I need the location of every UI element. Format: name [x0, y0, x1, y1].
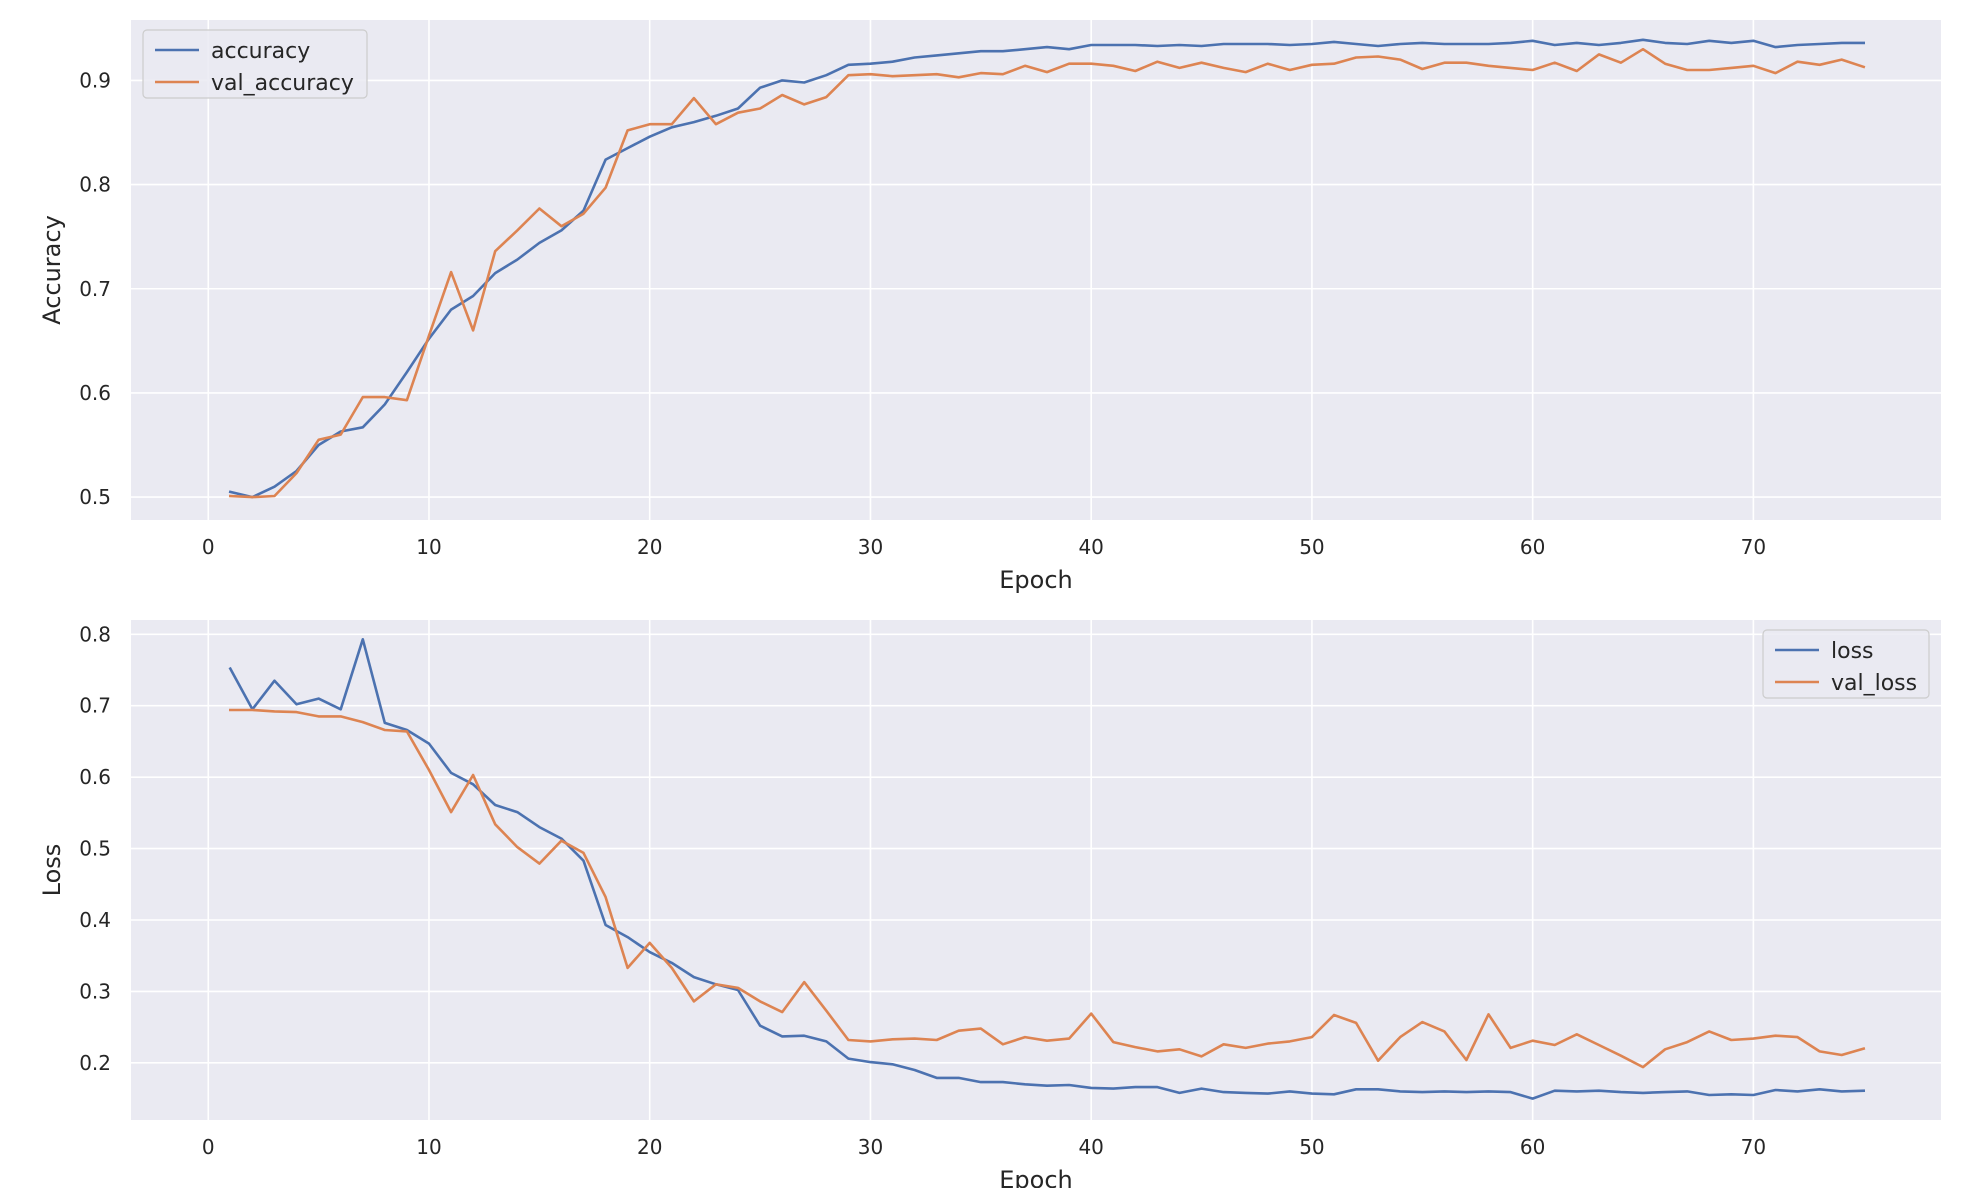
accuracy-y-tick-label: 0.6	[79, 381, 111, 405]
loss-y-tick-label: 0.3	[79, 979, 111, 1003]
accuracy-y-tick-label: 0.5	[79, 485, 111, 509]
series-line-accuracy	[228, 38, 1865, 499]
loss-y-tick-label: 0.7	[79, 694, 111, 718]
loss-plot: 0 10 20 30 40 50 60 70 0.2 0.3 0.4 0.5 0.6 0.7 0.8 Epoc…	[38, 620, 1941, 1188]
loss-x-tick-label: 0	[202, 1135, 215, 1159]
accuracy-plot: 0 10 20 30 40 50 60 70 0.5 0.6 0.7 0.8 0.9 Epoch Accur…	[38, 20, 1941, 594]
loss-x-tick-label: 50	[1299, 1135, 1324, 1159]
series-line-val_loss	[229, 708, 1866, 1069]
accuracy-x-tick-label: 70	[1741, 535, 1766, 559]
accuracy-y-tick-label: 0.9	[79, 68, 111, 92]
accuracy-x-tick-label: 40	[1078, 535, 1103, 559]
accuracy-x-tick-label: 20	[637, 535, 662, 559]
loss-axes-background	[131, 620, 1941, 1120]
accuracy-axes-background	[131, 20, 1941, 520]
loss-x-tick-label: 20	[637, 1135, 662, 1159]
loss-x-tick-label: 40	[1078, 1135, 1103, 1159]
loss-y-tick-label: 0.2	[79, 1051, 111, 1075]
accuracy-x-tick-label: 0	[202, 535, 215, 559]
accuracy-y-tick-label: 0.8	[79, 173, 111, 197]
loss-x-axis-label: Epoch	[999, 1166, 1073, 1188]
series-line-val_accuracy	[228, 47, 1866, 499]
legend-label-loss: loss	[1831, 639, 1874, 664]
legend-label-val_loss: val_loss	[1831, 671, 1917, 696]
accuracy-x-tick-label: 50	[1299, 535, 1324, 559]
loss-legend: loss val_loss	[1762, 629, 1930, 699]
accuracy-x-tick-label: 60	[1520, 535, 1545, 559]
loss-x-tick-label: 30	[858, 1135, 883, 1159]
loss-x-tick-label: 70	[1741, 1135, 1766, 1159]
loss-y-tick-label: 0.6	[79, 765, 111, 789]
accuracy-x-tick-label: 30	[858, 535, 883, 559]
accuracy-legend: accuracy val_accuracy	[142, 29, 368, 99]
loss-y-tick-label: 0.4	[79, 908, 111, 932]
accuracy-x-axis-label: Epoch	[999, 566, 1073, 594]
loss-y-tick-label: 0.5	[79, 837, 111, 861]
loss-x-tick-label: 10	[416, 1135, 441, 1159]
accuracy-x-tick-label: 10	[416, 535, 441, 559]
accuracy-y-axis-label: Accuracy	[38, 215, 66, 325]
loss-y-tick-label: 0.8	[79, 622, 111, 646]
legend-label-val_accuracy: val_accuracy	[211, 71, 354, 96]
legend-label-accuracy: accuracy	[211, 39, 310, 64]
loss-y-axis-label: Loss	[38, 844, 66, 897]
accuracy-y-tick-label: 0.7	[79, 277, 111, 301]
loss-x-tick-label: 60	[1520, 1135, 1545, 1159]
series-line-loss	[228, 637, 1866, 1100]
